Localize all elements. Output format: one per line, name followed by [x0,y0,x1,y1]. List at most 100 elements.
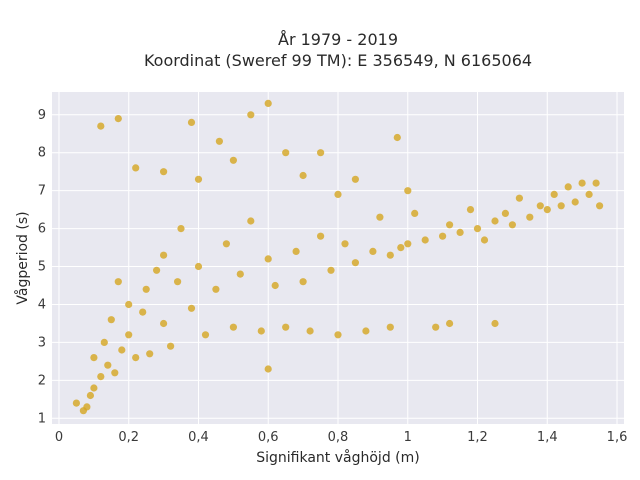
data-point [125,300,133,309]
data-point [264,365,272,373]
data-point [550,190,558,198]
data-point [90,354,98,362]
data-point [491,319,499,328]
data-point [585,190,593,198]
data-point [222,240,230,248]
data-point [212,285,220,293]
data-point [351,259,359,267]
data-point [369,247,377,255]
data-point [160,251,168,259]
data-point [446,221,454,229]
y-tick-label: 9 [38,108,46,123]
data-point [446,319,454,328]
data-point [174,278,182,286]
data-point [491,217,499,225]
grid-lines [52,92,624,424]
x-tick-label: 0,6 [258,430,279,445]
data-point [480,236,489,244]
data-point [341,240,349,248]
data-point [306,327,314,335]
x-tick-label: 1,6 [607,430,628,445]
chart-title-line2: Koordinat (Sweref 99 TM): E 356549, N 61… [144,51,532,70]
y-axis-label: Vågperiod (s) [14,211,31,304]
data-point [317,149,325,157]
data-point [264,255,272,263]
data-point [439,232,447,240]
data-point [187,304,196,312]
data-point [376,213,384,221]
y-axis-ticks: 1 2 3 4 5 6 7 8 9 [38,108,46,427]
data-point [132,164,140,172]
data-point [299,278,307,286]
x-tick-label: 0,4 [188,430,209,445]
data-point [299,171,307,180]
x-tick-label: 1 [404,430,412,445]
data-point [114,115,122,123]
data-point [411,209,419,217]
data-point [139,308,147,316]
data-point [72,399,80,407]
data-point [386,323,394,331]
data-point [543,206,551,214]
data-point [536,202,544,210]
data-point [317,232,325,240]
data-point [421,236,429,244]
data-point [229,156,237,164]
data-point [404,240,412,248]
y-tick-label: 7 [38,184,46,199]
data-point [132,354,140,362]
data-point [351,175,359,183]
data-point [146,350,154,358]
data-point [86,391,94,400]
chart-title-line1: År 1979 - 2019 [278,30,398,49]
data-point [397,244,405,252]
data-point [456,228,464,236]
data-point [201,331,210,339]
y-tick-label: 3 [38,335,46,350]
y-tick-label: 2 [38,373,46,388]
data-point [362,327,370,335]
data-point [160,168,168,176]
data-point [501,209,509,217]
data-point [466,206,475,214]
x-tick-label: 0,2 [118,430,139,445]
data-point [404,187,412,195]
data-point [194,262,203,271]
data-point [125,331,133,339]
data-point [142,285,150,293]
data-point [596,202,604,210]
x-tick-label: 0,8 [328,430,349,445]
data-point [114,278,122,286]
data-point [432,323,440,331]
data-point [100,338,108,346]
data-point [526,213,534,221]
data-point [236,270,244,278]
data-point [473,225,482,233]
data-point [282,323,290,331]
data-point [160,319,168,328]
data-point [592,179,600,187]
data-point [247,111,255,119]
data-point [153,266,161,274]
y-tick-label: 8 [38,146,46,161]
data-point [257,327,265,335]
y-tick-label: 6 [38,222,46,237]
x-tick-label: 1,2 [467,430,488,445]
data-point [327,266,335,274]
y-tick-label: 5 [38,260,46,275]
data-point [393,133,401,142]
data-point [97,373,105,381]
data-point [229,323,237,331]
data-point [90,384,98,392]
data-point [515,194,524,202]
data-point [578,179,586,187]
data-point [177,225,185,233]
y-tick-label: 4 [38,297,46,312]
data-point [194,175,203,183]
x-tick-label: 1,4 [537,430,558,445]
data-point [247,217,255,225]
y-tick-label: 1 [38,411,46,426]
data-point [571,198,579,206]
data-point [215,137,223,145]
